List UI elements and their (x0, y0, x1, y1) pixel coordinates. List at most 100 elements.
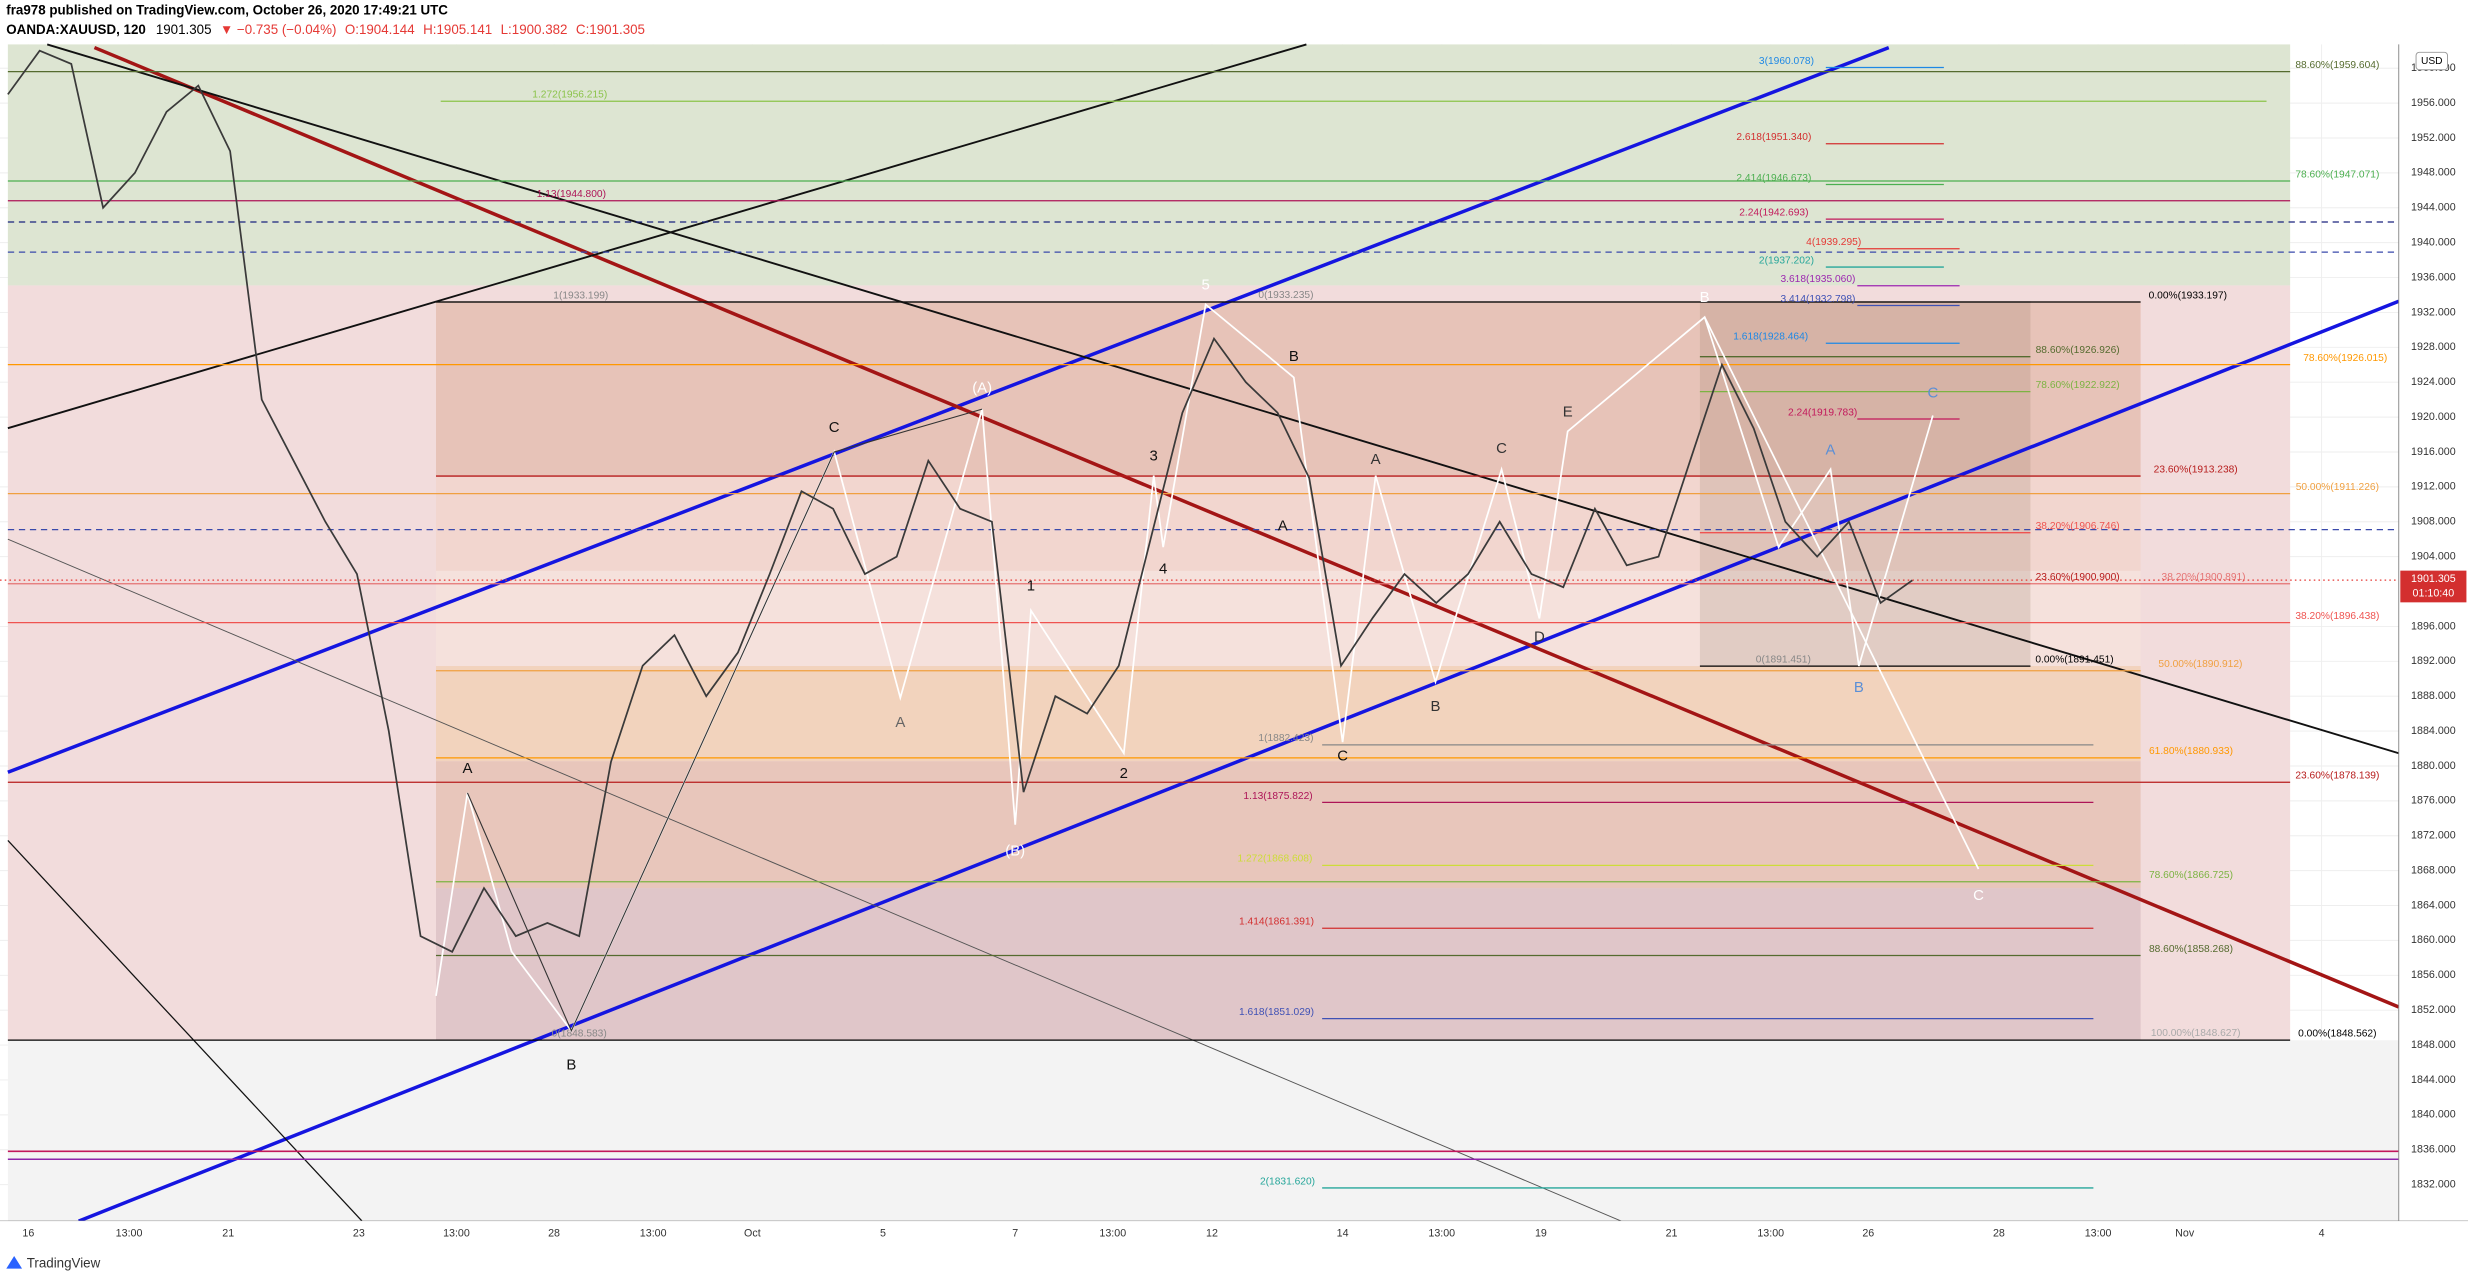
zone (1699, 301, 2031, 667)
level-label: 1(1882.423) (1258, 733, 1313, 744)
y-tick-label: 1912.000 (2411, 481, 2456, 493)
y-tick-label: 1868.000 (2411, 864, 2456, 876)
wave-label: (A) (972, 379, 992, 396)
wave-label: A (895, 714, 905, 731)
y-tick-label: 1856.000 (2411, 969, 2456, 981)
level-label: 1(1933.199) (553, 290, 608, 301)
level-label: 1.272(1956.215) (532, 90, 607, 101)
level-label: 2.24(1919.783) (1788, 407, 1857, 418)
currency: USD (2421, 56, 2443, 67)
x-tick-label: 13:00 (640, 1228, 667, 1240)
x-tick-label: 26 (1862, 1228, 1874, 1240)
level-label: 2.618(1951.340) (1736, 132, 1811, 143)
y-tick-label: 1876.000 (2411, 795, 2456, 807)
y-tick-label: 1880.000 (2411, 760, 2456, 772)
y-tick-label: 1884.000 (2411, 725, 2456, 737)
wave-label: C (1973, 887, 1984, 904)
time-axis (0, 1221, 2468, 1275)
y-tick-label: 1952.000 (2411, 132, 2456, 144)
wave-label: C (1496, 440, 1507, 457)
level-label: 1.414(1861.391) (1239, 917, 1314, 928)
wave-label: A (462, 760, 472, 777)
y-tick-label: 1896.000 (2411, 620, 2456, 632)
x-tick-label: 12 (1206, 1228, 1218, 1240)
wave-label: C (1927, 384, 1938, 401)
trend-line (7, 538, 1622, 1222)
header (0, 0, 2399, 42)
wave-labels: A B C A (A) (B) 1 2 3 4 5 B A C A B C E D B A B C C (462, 276, 1984, 1073)
y-tick-label: 1848.000 (2411, 1039, 2456, 1051)
x-tick-label: 21 (222, 1228, 234, 1240)
level-label: 38.20%(1906.746) (2036, 521, 2120, 532)
close: C:1901.305 (576, 22, 645, 37)
y-tick-label: 1928.000 (2411, 341, 2456, 353)
y-tick-label: 1852.000 (2411, 1004, 2456, 1016)
wave-label: B (1854, 679, 1864, 696)
author-line: fra978 published on TradingView.com, Oct… (6, 3, 448, 18)
level-label: 3.618(1935.060) (1780, 274, 1855, 285)
level-label: 4(1939.295) (1806, 237, 1861, 248)
low: L:1900.382 (501, 22, 568, 37)
wave-path (1703, 316, 1980, 870)
y-tick-label: 1904.000 (2411, 550, 2456, 562)
wave-label: B (1289, 348, 1299, 365)
x-tick-label: 5 (880, 1228, 886, 1240)
open: O:1904.144 (345, 22, 415, 37)
y-tick-label: 1940.000 (2411, 236, 2456, 248)
currency-badge[interactable] (2415, 51, 2449, 71)
level-label: 3.414(1932.798) (1780, 294, 1855, 305)
level-label: 23.60%(1900.900) (2036, 572, 2120, 583)
trend-line (93, 45, 2400, 1009)
x-tick-label: 13:00 (1757, 1228, 1784, 1240)
brand[interactable]: TradingView (27, 1255, 101, 1270)
level-label: 78.60%(1866.725) (2149, 870, 2233, 881)
last-price: 1901.305 (156, 22, 212, 37)
last-price-label: 1901.305 (2411, 573, 2456, 585)
x-tick-label: 13:00 (1099, 1228, 1126, 1240)
zone (435, 301, 2141, 476)
symbol-name: OANDA:XAUUSD, 120 (6, 22, 146, 37)
wave-label: D (1534, 628, 1545, 645)
x-tick-label: 4 (2319, 1228, 2325, 1240)
logo (6, 1255, 23, 1269)
level-label: 0.00%(1848.562) (2298, 1029, 2376, 1040)
zone (435, 888, 2141, 1041)
level-label: 23.60%(1878.139) (2295, 771, 2379, 782)
level-label: 50.00%(1911.226) (2296, 482, 2379, 493)
level-label: 38.20%(1900.891) (2162, 572, 2246, 583)
y-tick-label: 1872.000 (2411, 830, 2456, 842)
x-tick-label: 28 (1993, 1228, 2005, 1240)
level-label: 0(1848.583) (552, 1028, 607, 1039)
level-label: 100.00%(1848.627) (2151, 1028, 2241, 1039)
y-tick-label: 1916.000 (2411, 446, 2456, 458)
level-label: 2.414(1946.673) (1736, 173, 1811, 184)
level-label: 1.618(1851.029) (1239, 1007, 1314, 1018)
level-label: 1.618(1928.464) (1733, 332, 1808, 343)
x-tick-label: 21 (1666, 1228, 1678, 1240)
wave-label: B (566, 1057, 576, 1074)
y-tick-label: 1864.000 (2411, 899, 2456, 911)
y-tick-label: 1860.000 (2411, 934, 2456, 946)
level-label: 78.60%(1947.071) (2295, 169, 2379, 180)
level-label: 2(1831.620) (1260, 1176, 1315, 1187)
y-tick-label: 1920.000 (2411, 411, 2456, 423)
trend-line (7, 45, 1890, 774)
level-label: 23.60%(1913.238) (2154, 464, 2238, 475)
x-tick-label: 19 (1535, 1228, 1547, 1240)
trend-line (7, 840, 363, 1222)
price-series (0, 49, 2399, 953)
y-tick-label: 1844.000 (2411, 1074, 2456, 1086)
wave-label: B (1430, 698, 1440, 715)
trend-line (46, 43, 2400, 755)
y-tick-label: 1892.000 (2411, 655, 2456, 667)
level-label: 88.60%(1926.926) (2036, 345, 2120, 356)
level-label: 0(1933.235) (1258, 290, 1313, 301)
level-label: 38.20%(1896.438) (2295, 611, 2379, 622)
level-label: 1.13(1875.822) (1243, 791, 1312, 802)
y-tick-label: 1936.000 (2411, 271, 2456, 283)
wave-label: A (1278, 517, 1288, 534)
level-label: 1.13(1944.800) (537, 189, 606, 200)
x-tick-label: 14 (1337, 1228, 1349, 1240)
level-label: 3(1960.078) (1759, 56, 1814, 67)
